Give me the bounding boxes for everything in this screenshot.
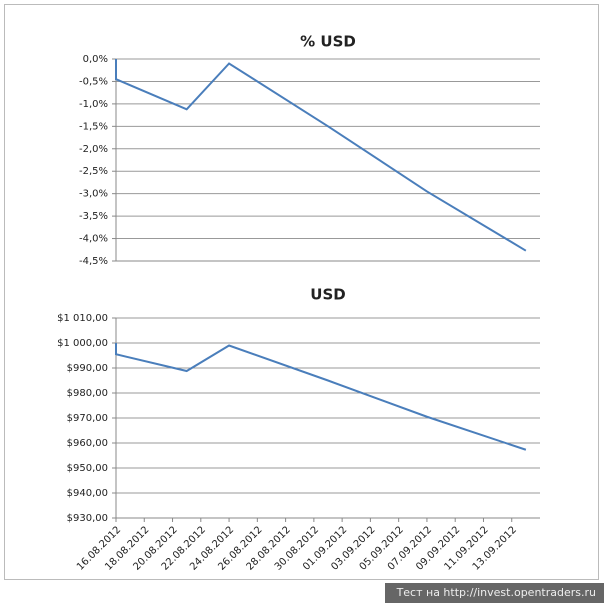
y-tick-label: -2,5% xyxy=(79,166,108,177)
y-tick-label: -4,5% xyxy=(79,256,108,267)
footer-bg xyxy=(385,583,604,603)
y-tick-label: $930,00 xyxy=(67,513,108,524)
y-tick-label: $960,00 xyxy=(67,438,108,449)
footer: Тест на http://invest.opentraders.ru xyxy=(396,586,596,599)
y-tick-label: -1,0% xyxy=(79,99,108,110)
chart-title: % USD xyxy=(300,33,356,51)
data-line xyxy=(115,343,527,451)
y-tick-label: $1 000,00 xyxy=(57,338,108,349)
y-tick-label: -3,0% xyxy=(79,189,108,200)
y-tick-label: $1 010,00 xyxy=(57,313,108,324)
y-tick-label: -0,5% xyxy=(79,76,108,87)
y-tick-label: -2,0% xyxy=(79,144,108,155)
y-tick-label: -1,5% xyxy=(79,121,108,132)
y-tick-label: 0,0% xyxy=(83,54,108,65)
y-tick-label: $980,00 xyxy=(67,388,108,399)
chart-title: USD xyxy=(310,286,345,304)
y-tick-label: $950,00 xyxy=(67,463,108,474)
y-tick-label: $990,00 xyxy=(67,363,108,374)
chart-border xyxy=(4,4,599,580)
y-tick-label: $970,00 xyxy=(67,413,108,424)
data-line xyxy=(115,59,527,252)
y-tick-label: -3,5% xyxy=(79,211,108,222)
y-tick-label: -4,0% xyxy=(79,234,108,245)
y-tick-label: $940,00 xyxy=(67,488,108,499)
